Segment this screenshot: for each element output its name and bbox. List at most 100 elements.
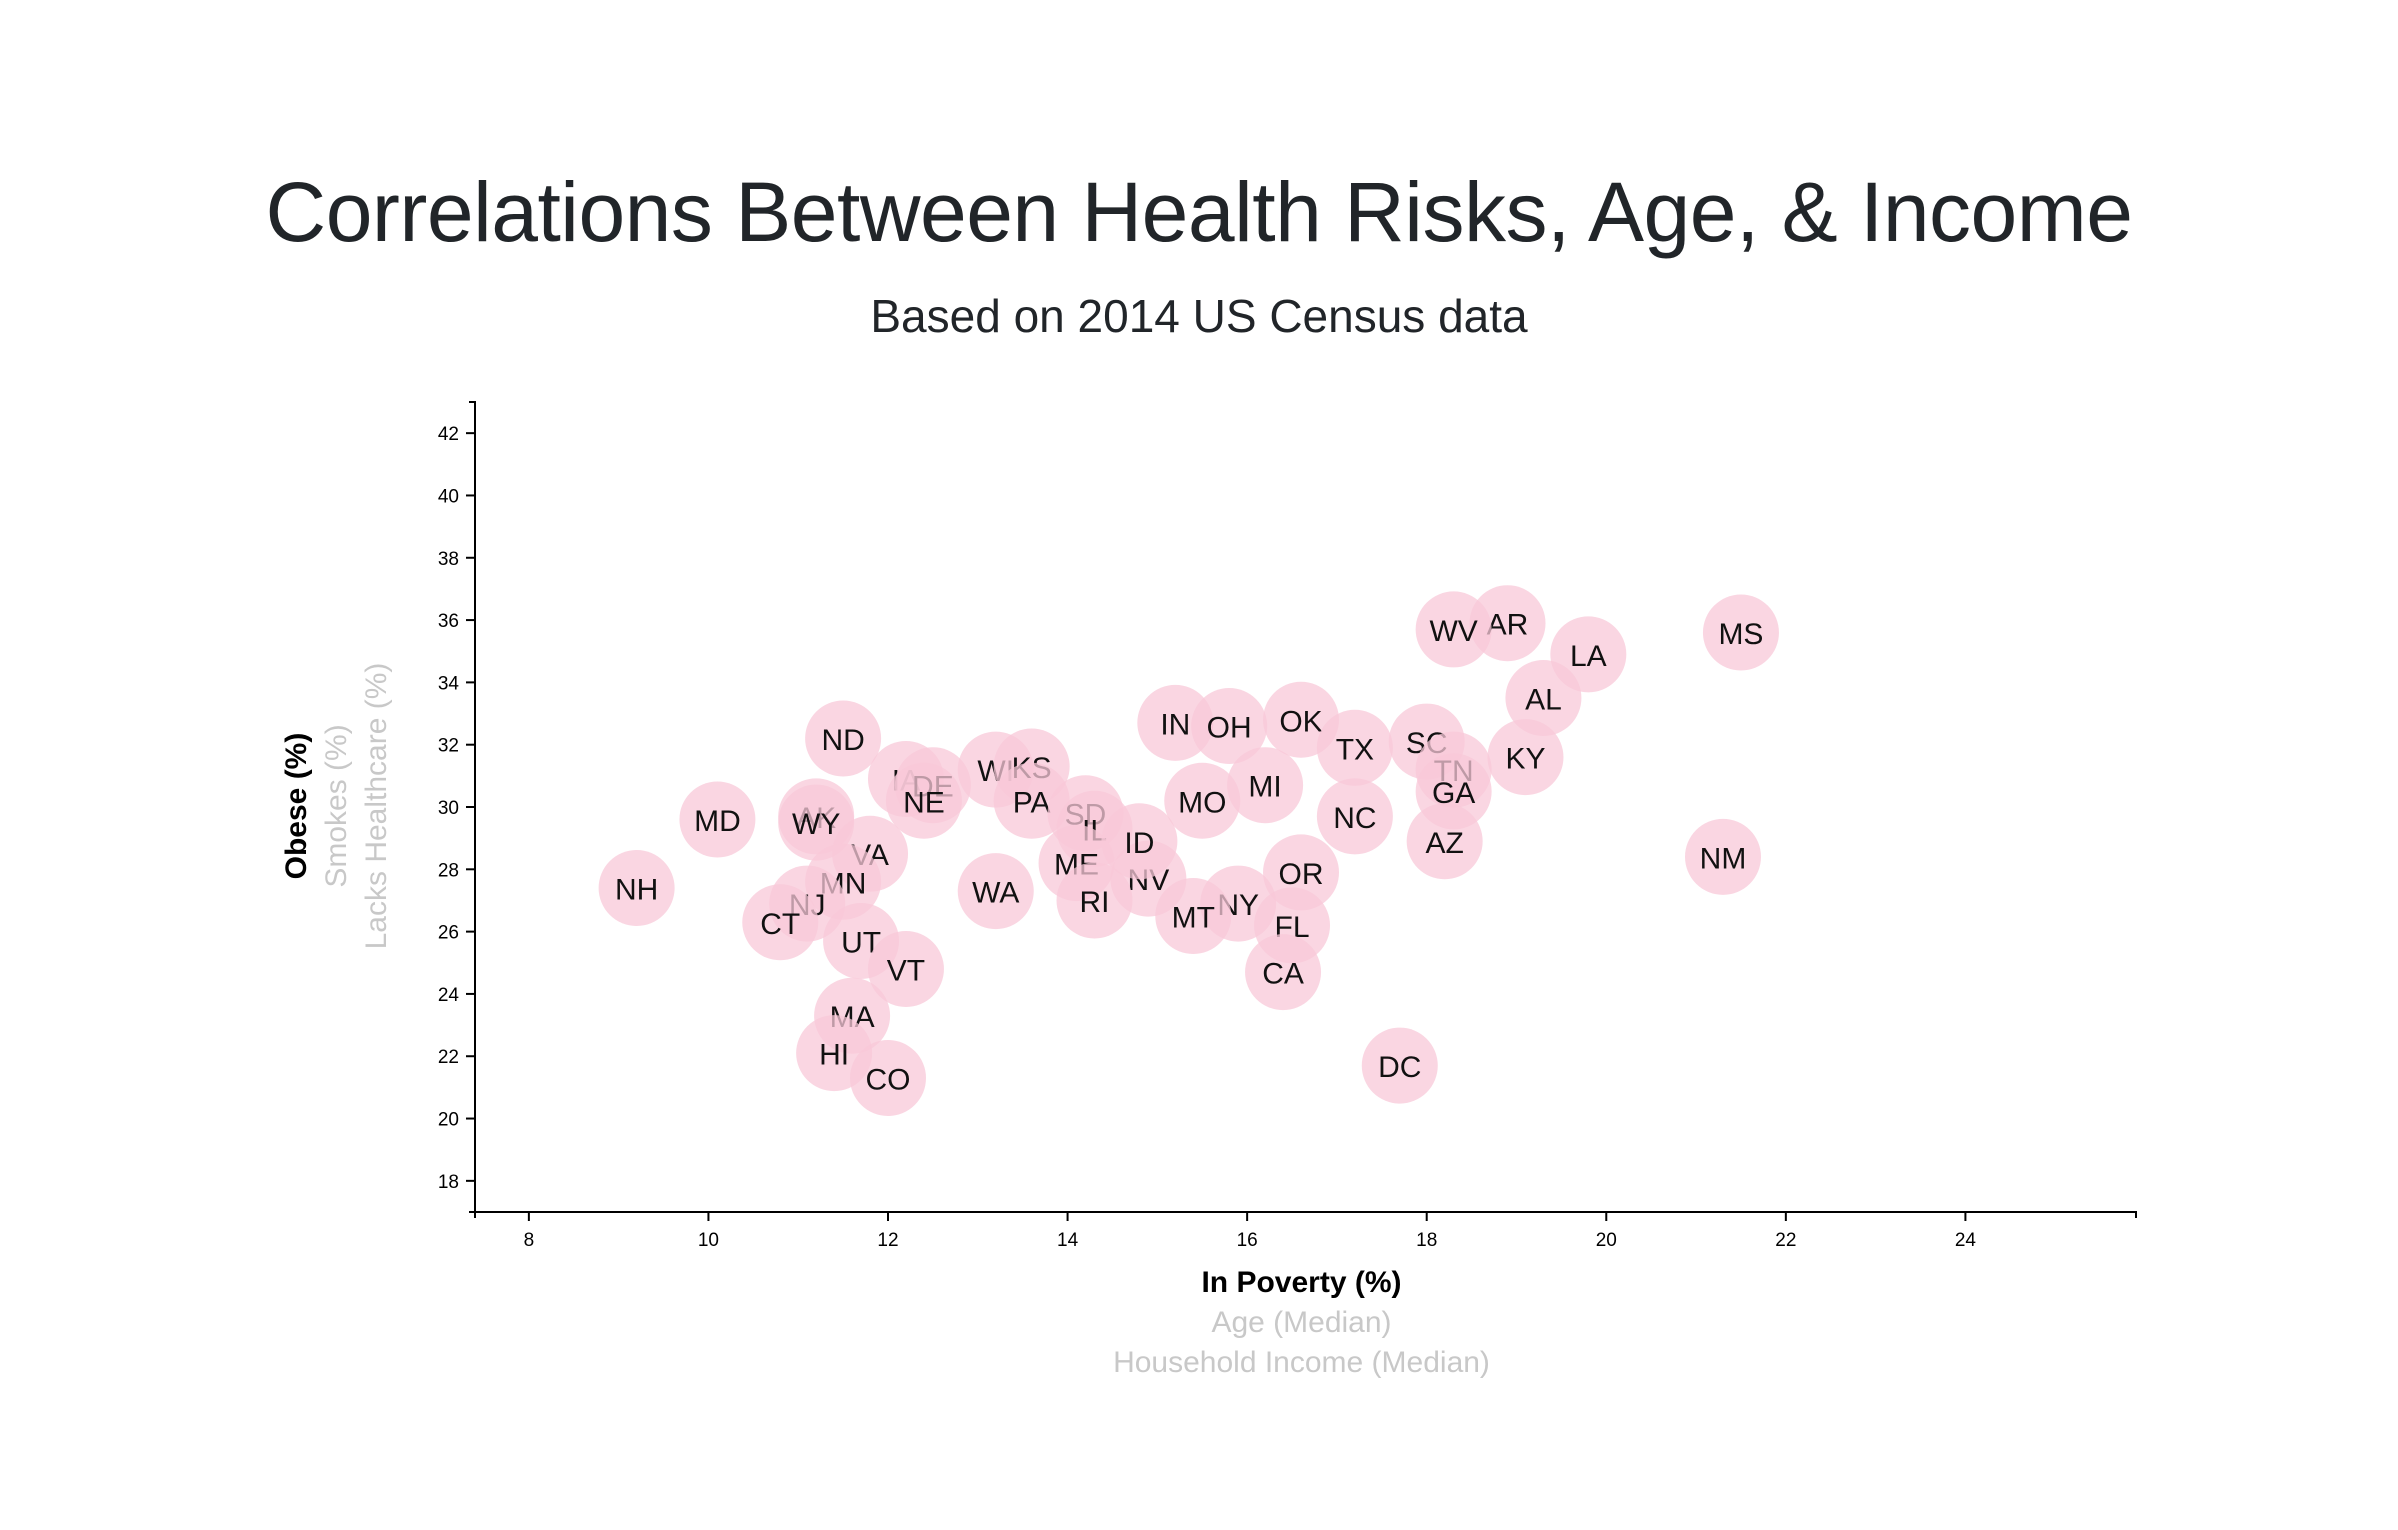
state-circle[interactable] [957,853,1034,930]
state-circle[interactable] [1245,934,1322,1011]
state-label: RI [1080,886,1110,919]
state-point[interactable]: NE [885,762,962,839]
state-point[interactable]: NC [1316,778,1393,855]
y-tick: 38 [438,549,475,570]
x-tick-label: 20 [1596,1230,1617,1251]
state-point[interactable]: VT [867,931,944,1007]
state-point[interactable]: NH [598,850,675,926]
state-label: ND [821,724,864,757]
state-circle[interactable] [850,1040,927,1117]
state-point[interactable]: CO [850,1040,927,1117]
state-point[interactable]: RI [1056,862,1133,939]
state-point[interactable]: OH [1191,688,1268,764]
state-circle[interactable] [679,781,756,858]
state-label: LA [1570,640,1607,673]
state-point[interactable]: ND [805,700,882,777]
page-title: Correlations Between Health Risks, Age, … [265,165,2133,259]
state-point[interactable]: WV [1415,591,1492,668]
x-tick-label: 18 [1416,1230,1437,1251]
state-circle[interactable] [1415,591,1492,668]
state-point[interactable]: TX [1316,709,1393,786]
y-tick-label: 24 [438,985,460,1006]
y-tick: 28 [438,860,475,881]
state-point[interactable]: KY [1487,719,1564,796]
y-tick-label: 34 [438,673,460,694]
state-circle[interactable] [1316,778,1393,855]
state-circle[interactable] [1056,862,1133,939]
state-label: WY [792,808,840,841]
state-circle[interactable] [742,884,819,961]
state-circle[interactable] [867,931,944,1007]
state-point[interactable]: AZ [1406,803,1483,880]
state-circle[interactable] [1155,878,1232,955]
state-label: VT [887,955,925,988]
state-point[interactable]: CA [1245,934,1322,1011]
state-point[interactable]: ID [1101,803,1178,880]
state-label: CA [1262,958,1304,991]
state-point[interactable]: MT [1155,878,1232,955]
x-tick: 22 [1775,1212,1796,1251]
x-axis-title-age[interactable]: Age (Median) [1211,1306,1391,1339]
y-tick-label: 36 [438,611,459,632]
data-points: MSARWVLAALKYOKINOHSCTXTNGAMIMONCAZNMORNV… [598,585,1779,1117]
state-label: NM [1700,842,1747,875]
state-circle[interactable] [1684,818,1761,895]
state-label: ID [1124,827,1154,860]
state-point[interactable]: CT [742,884,819,961]
y-axis-title-healthcare[interactable]: Lacks Healthcare (%) [360,663,393,950]
state-label: MO [1178,786,1226,819]
state-label: NE [903,786,945,819]
x-axis: 8 10 12 14 16 18 20 22 24 [474,1211,2137,1251]
y-tick-label: 30 [438,798,459,819]
state-circle[interactable] [598,850,675,926]
state-label: DC [1378,1051,1421,1084]
state-circle[interactable] [1505,659,1582,736]
state-circle[interactable] [1702,594,1779,671]
state-point[interactable]: WA [957,853,1034,930]
state-circle[interactable] [805,700,882,777]
state-point[interactable]: MI [1227,747,1304,824]
y-tick-label: 38 [438,549,459,570]
state-point[interactable]: MD [679,781,756,858]
state-point[interactable]: NM [1684,818,1761,895]
state-label: OH [1207,712,1252,745]
y-tick-label: 40 [438,486,459,507]
state-circle[interactable] [1361,1027,1438,1104]
state-point[interactable]: AL [1505,659,1582,736]
x-tick-label: 24 [1955,1230,1977,1251]
y-tick: 22 [438,1047,475,1068]
state-circle[interactable] [1406,803,1483,880]
x-tick: 12 [877,1212,899,1251]
state-point[interactable]: DC [1361,1027,1438,1104]
state-circle[interactable] [1164,762,1241,839]
state-circle[interactable] [1487,719,1564,796]
state-circle[interactable] [1316,709,1393,786]
x-axis-labels: In Poverty (%) Age (Median) Household Inco… [1113,1266,1490,1379]
y-tick: 24 [438,985,475,1006]
y-axis-title-smokes[interactable]: Smokes (%) [320,724,353,887]
state-label: TX [1336,733,1374,766]
x-axis-title-poverty[interactable]: In Poverty (%) [1201,1266,1401,1299]
state-label: WA [972,877,1019,910]
state-circle[interactable] [1191,688,1268,764]
y-axis-title-obese[interactable]: Obese (%) [280,733,313,880]
state-point[interactable]: IN [1137,684,1214,761]
x-tick-label: 12 [877,1230,898,1251]
state-label: NC [1333,802,1376,835]
state-label: MS [1718,618,1763,651]
y-tick: 40 [438,486,475,507]
state-circle[interactable] [885,762,962,839]
x-axis-title-income[interactable]: Household Income (Median) [1113,1346,1490,1379]
state-point[interactable]: MS [1702,594,1779,671]
state-circle[interactable] [1137,684,1214,761]
y-tick-label: 26 [438,923,459,944]
state-label: AR [1487,609,1529,642]
y-tick: 36 [438,611,475,632]
x-tick: 16 [1237,1212,1258,1251]
state-circle[interactable] [1227,747,1304,824]
state-point[interactable]: MO [1164,762,1241,839]
state-label: CO [866,1064,911,1097]
state-circle[interactable] [1101,803,1178,880]
state-label: NH [615,874,658,907]
